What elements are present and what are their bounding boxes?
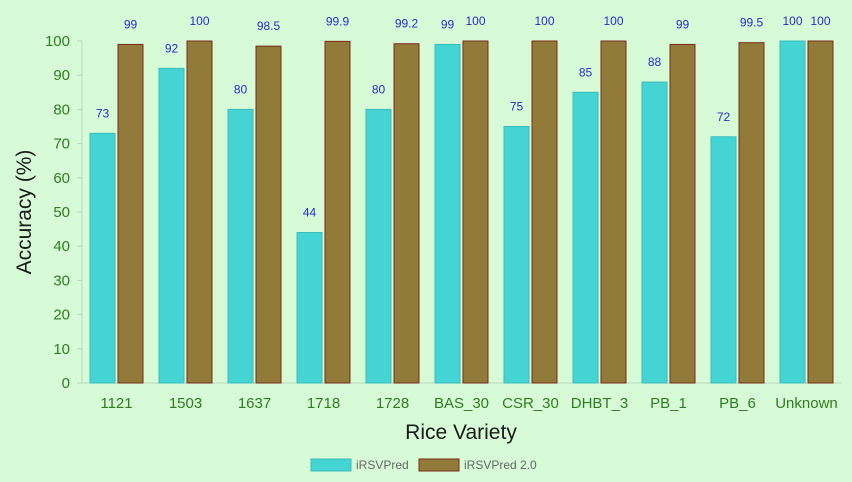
bar-irsvpred-2[interactable] (255, 45, 282, 384)
bar-irsvpred[interactable] (641, 81, 668, 384)
data-label: 88 (648, 55, 662, 69)
data-label: 100 (782, 14, 802, 28)
y-tick-label: 90 (53, 67, 70, 84)
x-tick-label: 1121 (100, 395, 132, 412)
legend-swatch-irsvpred[interactable] (310, 458, 352, 472)
legend-label[interactable]: iRSVPred 2.0 (464, 458, 537, 472)
x-axis-title: Rice Variety (405, 421, 517, 444)
data-label: 92 (165, 41, 179, 55)
data-label: 100 (465, 14, 485, 28)
chart-data-labels: 73 99 92 100 80 98.5 44 99.9 80 99.2 99 100 75 100 85 1… (96, 14, 831, 220)
bar-irsvpred-2[interactable] (531, 40, 558, 384)
bar-irsvpred-2[interactable] (738, 42, 765, 384)
y-tick-label: 70 (53, 136, 70, 153)
bar-irsvpred[interactable] (365, 108, 392, 384)
chart-axes: 0 10 20 30 40 50 60 70 80 90 100 1121 1503 1637 1718 17… (45, 33, 841, 412)
data-label: 100 (189, 14, 209, 28)
bar-irsvpred-2[interactable] (669, 43, 696, 384)
bar-irsvpred[interactable] (710, 136, 737, 384)
x-tick-label: PB_1 (650, 395, 687, 412)
y-tick-label: 10 (53, 341, 70, 358)
chart-legend: iRSVPred iRSVPred 2.0 (310, 458, 537, 472)
x-tick-label: 1728 (376, 395, 409, 412)
data-label: 99.2 (395, 17, 419, 31)
legend-swatch-irsvpred-2[interactable] (418, 458, 460, 472)
bar-irsvpred[interactable] (779, 40, 806, 384)
x-tick-label: BAS_30 (434, 395, 489, 412)
bar-irsvpred[interactable] (296, 232, 323, 384)
data-label: 80 (234, 82, 248, 96)
data-label: 100 (603, 14, 623, 28)
data-label: 100 (810, 14, 830, 28)
bar-irsvpred-2[interactable] (600, 40, 627, 384)
bar-irsvpred[interactable] (572, 91, 599, 384)
data-label: 99 (124, 17, 138, 31)
y-tick-label: 100 (45, 33, 70, 50)
y-tick-label: 0 (62, 375, 70, 392)
bar-irsvpred-2[interactable] (807, 40, 834, 384)
bar-irsvpred[interactable] (89, 132, 116, 384)
data-label: 75 (510, 100, 524, 114)
data-label: 100 (534, 14, 554, 28)
bar-irsvpred[interactable] (158, 67, 185, 384)
x-tick-label: PB_6 (719, 395, 756, 412)
y-tick-label: 30 (53, 272, 70, 289)
y-tick-label: 50 (53, 204, 70, 221)
x-tick-label: 1718 (307, 395, 340, 412)
data-label: 73 (96, 106, 110, 120)
bar-irsvpred-2[interactable] (324, 40, 351, 384)
data-label: 85 (579, 65, 593, 79)
bar-irsvpred-2[interactable] (117, 43, 144, 384)
legend-label[interactable]: iRSVPred (356, 458, 409, 472)
x-tick-label: 1503 (169, 395, 202, 412)
data-label: 44 (303, 206, 317, 220)
bar-irsvpred[interactable] (434, 43, 461, 384)
data-label: 99 (441, 17, 455, 31)
data-label: 80 (372, 82, 386, 96)
data-label: 99 (676, 17, 690, 31)
bar-irsvpred[interactable] (227, 108, 254, 384)
x-tick-label: Unknown (775, 395, 838, 412)
bar-irsvpred[interactable] (503, 126, 530, 384)
y-axis-title: Accuracy (%) (13, 150, 36, 275)
bar-irsvpred-2[interactable] (462, 40, 489, 384)
data-label: 98.5 (257, 19, 281, 33)
y-tick-label: 80 (53, 101, 70, 118)
y-tick-label: 40 (53, 238, 70, 255)
data-label: 99.5 (740, 16, 764, 30)
x-tick-label: 1637 (238, 395, 271, 412)
y-tick-label: 60 (53, 170, 70, 187)
x-tick-label: CSR_30 (502, 395, 559, 412)
chart-bars (89, 40, 834, 384)
bar-irsvpred-2[interactable] (393, 43, 420, 384)
x-tick-label: DHBT_3 (571, 395, 629, 412)
y-tick-label: 20 (53, 307, 70, 324)
bar-irsvpred-2[interactable] (186, 40, 213, 384)
data-label: 72 (717, 110, 731, 124)
data-label: 99.9 (326, 14, 350, 28)
